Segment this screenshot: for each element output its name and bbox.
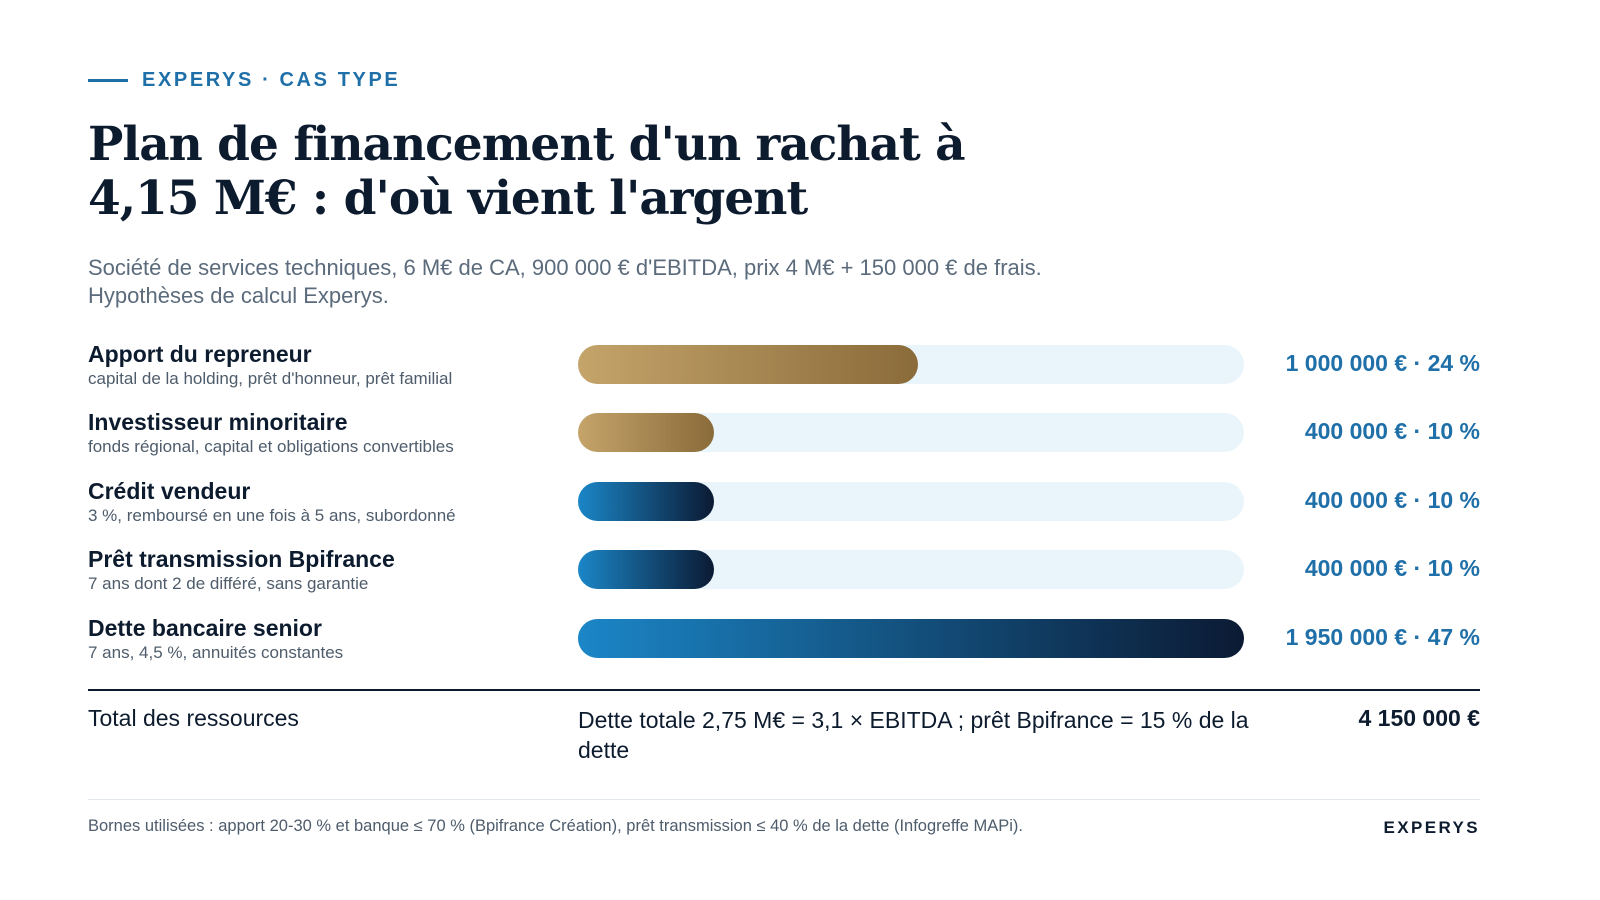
row-label: Investisseur minoritaire fonds régional, … xyxy=(88,408,568,457)
footer-divider xyxy=(88,799,1480,800)
footer-brand: EXPERYS xyxy=(1383,818,1480,837)
row-label: Dette bancaire senior 7 ans, 4,5 %, annui… xyxy=(88,614,568,663)
chart-row: Prêt transmission Bpifrance 7 ans dont 2 … xyxy=(88,545,1480,613)
bar xyxy=(578,345,918,384)
category-description: fonds régional, capital et obligations c… xyxy=(88,437,454,457)
category-description: capital de la holding, prêt d'honneur, p… xyxy=(88,369,453,388)
data-label: 1 950 000 € · 47 % xyxy=(1285,623,1480,650)
total-note: Dette totale 2,75 M€ = 3,1 × EBITDA ; pr… xyxy=(578,707,1249,763)
eyebrow-rule xyxy=(88,79,128,82)
data-label: 400 000 € · 10 % xyxy=(1304,555,1480,582)
data-label: 400 000 € · 10 % xyxy=(1304,486,1480,513)
category-label: Investisseur minoritaire xyxy=(88,409,348,436)
bar xyxy=(578,618,1244,658)
chart-row: Dette bancaire senior 7 ans, 4,5 %, annui… xyxy=(88,614,1480,682)
bar xyxy=(578,413,714,453)
row-label: Apport du repreneur capital de la holding… xyxy=(88,340,568,389)
chart-row: Investisseur minoritaire fonds régional, … xyxy=(88,408,1480,476)
footer-note: Bornes utilisées : apport 20-30 % et ban… xyxy=(88,817,1023,835)
category-description: 7 ans dont 2 de différé, sans garantie xyxy=(88,574,369,594)
total-label: Total des ressources xyxy=(88,705,299,731)
category-label: Dette bancaire senior xyxy=(88,614,322,641)
bar-track xyxy=(578,618,1244,658)
chart-row: Crédit vendeur 3 %, remboursé en une fois… xyxy=(88,477,1480,545)
eyebrow: EXPERYS · CAS TYPE xyxy=(88,69,400,92)
bar-track xyxy=(578,550,1244,590)
data-label: 1 000 000 € · 24 % xyxy=(1285,350,1480,376)
eyebrow-text: EXPERYS · CAS TYPE xyxy=(142,69,401,91)
bar-track xyxy=(578,413,1244,453)
total-divider xyxy=(88,689,1480,691)
page-title: Plan de financement d'un rachat à 4,15 M… xyxy=(88,117,966,226)
category-description: 7 ans, 4,5 %, annuités constantes xyxy=(88,642,344,662)
data-label: 400 000 € · 10 % xyxy=(1304,418,1480,445)
bar-track xyxy=(578,345,1244,384)
category-label: Prêt transmission Bpifrance xyxy=(88,546,395,573)
category-label: Crédit vendeur xyxy=(88,477,251,504)
page-subtitle: Société de services techniques, 6 M€ de … xyxy=(88,255,1042,308)
bar xyxy=(578,550,714,590)
chart-row: Apport du repreneur capital de la holding… xyxy=(88,340,1480,408)
total-value: 4 150 000 € xyxy=(1358,705,1480,731)
category-description: 3 %, remboursé en une fois à 5 ans, subo… xyxy=(88,505,456,525)
row-label: Prêt transmission Bpifrance 7 ans dont 2 … xyxy=(88,545,568,594)
bar-track xyxy=(578,481,1244,521)
row-label: Crédit vendeur 3 %, remboursé en une fois… xyxy=(88,477,568,526)
financing-chart: Apport du repreneur capital de la holding… xyxy=(88,340,1480,682)
bar xyxy=(578,481,714,521)
category-label: Apport du repreneur xyxy=(88,341,312,367)
